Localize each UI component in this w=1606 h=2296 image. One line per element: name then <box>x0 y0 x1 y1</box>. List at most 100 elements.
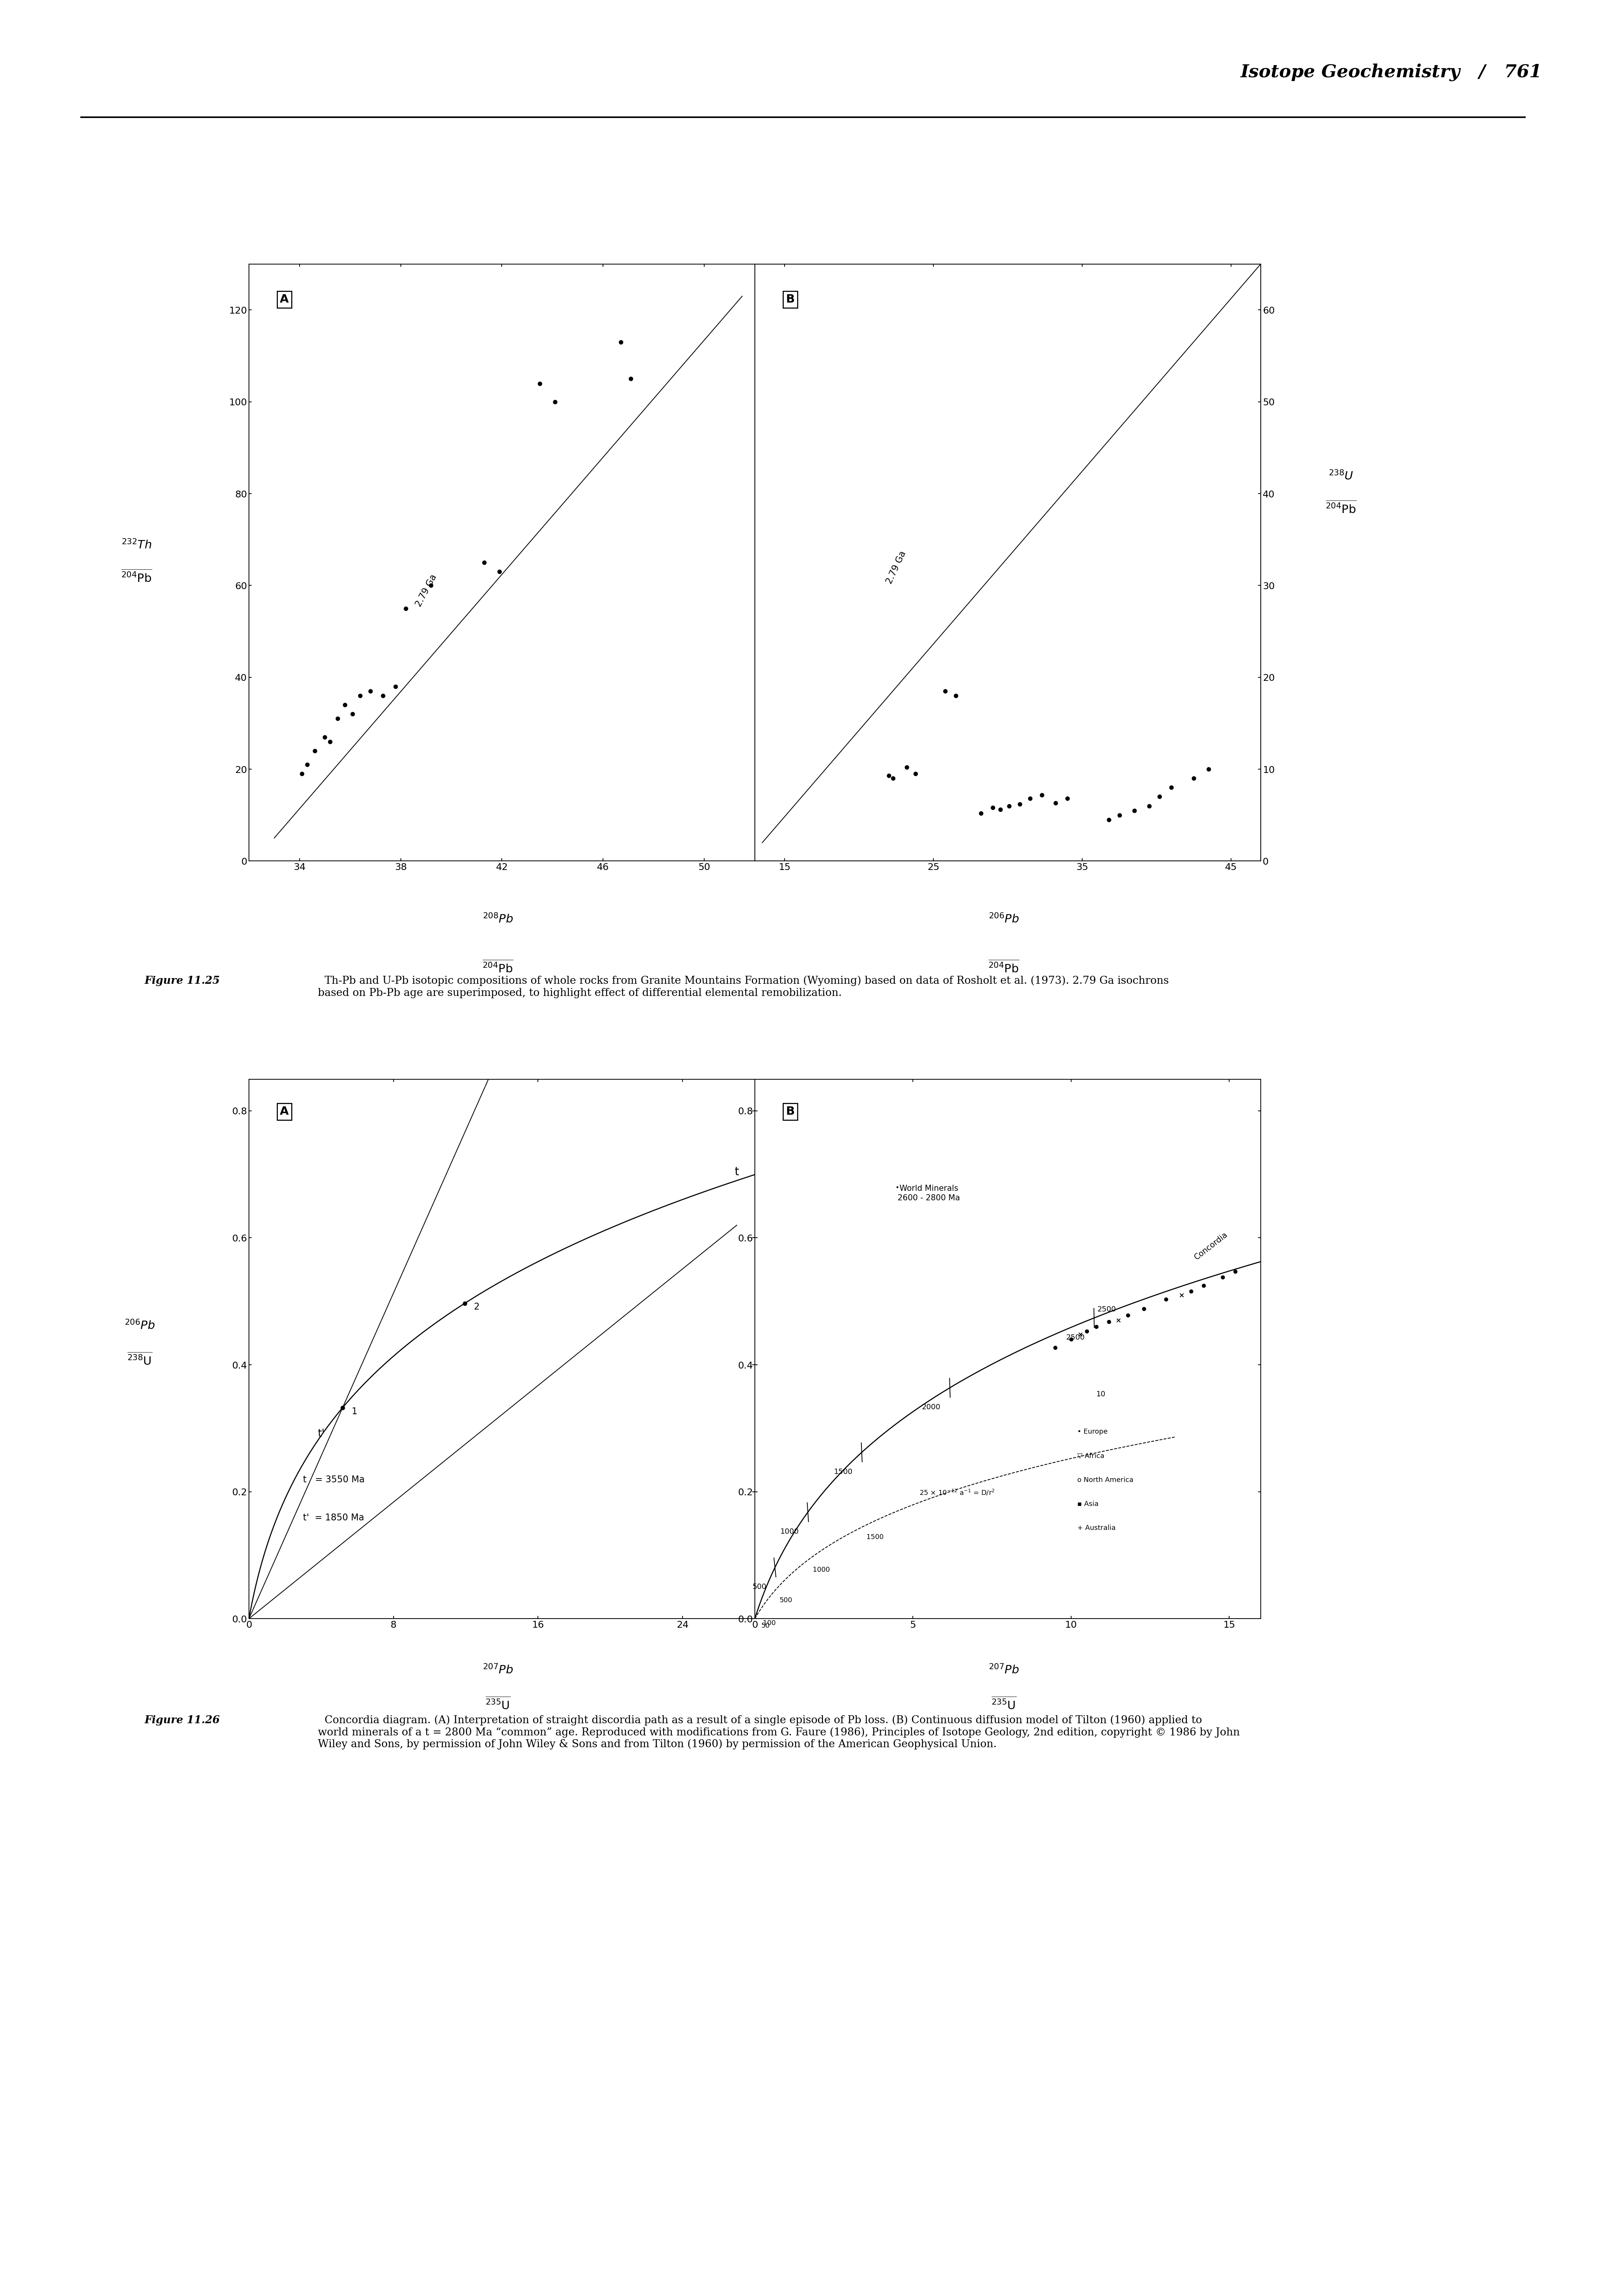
Text: t   = 3550 Ma: t = 3550 Ma <box>304 1474 365 1483</box>
Point <box>1192 1267 1217 1304</box>
Text: A: A <box>279 1107 289 1118</box>
Point <box>1042 1329 1068 1366</box>
Text: 2500: 2500 <box>1066 1334 1084 1341</box>
Text: 1500: 1500 <box>866 1534 883 1541</box>
Point <box>393 590 419 627</box>
Text: $\overline{^{238}\mathrm{U}}$: $\overline{^{238}\mathrm{U}}$ <box>127 1352 153 1368</box>
Text: A: A <box>279 294 289 305</box>
Text: ▪ Asia: ▪ Asia <box>1078 1502 1099 1508</box>
Point <box>1058 1320 1084 1357</box>
Text: Figure 11.26: Figure 11.26 <box>145 1715 220 1724</box>
Point <box>1017 781 1042 817</box>
Text: Figure 11.25: Figure 11.25 <box>145 976 220 985</box>
Text: o North America: o North America <box>1078 1476 1134 1483</box>
Text: 2.79 Ga: 2.79 Ga <box>885 549 907 585</box>
Point <box>1107 797 1132 833</box>
Text: 2.79 Ga: 2.79 Ga <box>414 574 438 608</box>
Point <box>1137 788 1163 824</box>
Point <box>1147 778 1172 815</box>
Text: 2000: 2000 <box>922 1403 941 1410</box>
Text: Concordia diagram. (A) Interpretation of straight discordia path as a result of : Concordia diagram. (A) Interpretation of… <box>318 1715 1240 1750</box>
Text: 25 $\times$ 10$^{-12}$ a$^{-1}$ = D/r$^{2}$: 25 $\times$ 10$^{-12}$ a$^{-1}$ = D/r$^{… <box>919 1488 994 1497</box>
Text: $\overline{^{235}\mathrm{U}}$: $\overline{^{235}\mathrm{U}}$ <box>485 1697 511 1713</box>
Point <box>316 723 342 760</box>
Text: $^{238}$U: $^{238}$U <box>1328 471 1354 482</box>
Point <box>289 755 315 792</box>
Point <box>527 365 552 402</box>
Text: ▽ Africa: ▽ Africa <box>1078 1453 1105 1460</box>
Point <box>1068 1316 1094 1352</box>
Point <box>451 1286 477 1322</box>
Point <box>1169 1277 1195 1313</box>
Text: t': t' <box>318 1428 324 1440</box>
Text: 500: 500 <box>752 1584 766 1591</box>
Point <box>1209 1258 1235 1295</box>
Point <box>1105 1302 1131 1339</box>
Text: 1000: 1000 <box>781 1529 800 1536</box>
Text: 50: 50 <box>761 1623 769 1630</box>
Point <box>332 687 358 723</box>
Point <box>1029 776 1055 813</box>
Point <box>1121 792 1147 829</box>
Text: $\overline{^{204}\mathrm{Pb}}$: $\overline{^{204}\mathrm{Pb}}$ <box>482 960 514 976</box>
Text: $^{207}$Pb: $^{207}$Pb <box>988 1665 1020 1676</box>
Point <box>1055 781 1081 817</box>
Point <box>968 794 994 831</box>
Point <box>1222 1254 1248 1290</box>
Text: 1: 1 <box>352 1407 357 1417</box>
Text: $\overline{^{235}\mathrm{U}}$: $\overline{^{235}\mathrm{U}}$ <box>991 1697 1017 1713</box>
Text: B: B <box>785 294 795 305</box>
Text: Concordia: Concordia <box>1193 1231 1229 1261</box>
Text: World Minerals
2600 - 2800 Ma: World Minerals 2600 - 2800 Ma <box>898 1185 960 1201</box>
Point <box>471 544 496 581</box>
Point <box>487 553 512 590</box>
Point <box>1095 801 1121 838</box>
Point <box>903 755 928 792</box>
Point <box>382 668 408 705</box>
Point <box>814 1134 840 1171</box>
Text: • Europe: • Europe <box>1078 1428 1108 1435</box>
Text: $^{206}$Pb: $^{206}$Pb <box>988 914 1020 925</box>
Point <box>329 1389 355 1426</box>
Point <box>1095 1304 1121 1341</box>
Text: $^{206}$Pb: $^{206}$Pb <box>124 1320 156 1332</box>
Text: $\overline{^{204}\mathrm{Pb}}$: $\overline{^{204}\mathrm{Pb}}$ <box>120 569 153 585</box>
Point <box>340 696 366 732</box>
Point <box>1042 785 1068 822</box>
Point <box>893 748 919 785</box>
Point <box>988 792 1013 829</box>
Point <box>543 383 569 420</box>
Point <box>1084 1309 1110 1345</box>
Point <box>1007 785 1033 822</box>
Point <box>418 567 443 604</box>
Point <box>1131 1290 1156 1327</box>
Point <box>369 677 395 714</box>
Point <box>875 758 901 794</box>
Point <box>980 790 1005 827</box>
Point <box>324 700 350 737</box>
Point <box>312 719 337 755</box>
Text: 1000: 1000 <box>813 1566 830 1573</box>
Text: 1500: 1500 <box>834 1467 853 1476</box>
Text: t: t <box>734 1166 739 1178</box>
Text: Isotope Geochemistry   /   761: Isotope Geochemistry / 761 <box>1240 64 1542 80</box>
Point <box>1179 1272 1204 1309</box>
Text: $^{232}$Th: $^{232}$Th <box>122 540 151 551</box>
Point <box>996 788 1021 824</box>
Point <box>1158 769 1184 806</box>
Text: 2: 2 <box>474 1302 480 1311</box>
Text: $^{207}$Pb: $^{207}$Pb <box>482 1665 514 1676</box>
Point <box>943 677 968 714</box>
Point <box>618 360 644 397</box>
Text: B: B <box>785 1107 795 1118</box>
Point <box>933 673 959 709</box>
Text: $\overline{^{204}\mathrm{Pb}}$: $\overline{^{204}\mathrm{Pb}}$ <box>1325 501 1357 517</box>
Point <box>1153 1281 1179 1318</box>
Text: 3: 3 <box>837 1153 842 1162</box>
Point <box>1074 1313 1100 1350</box>
Text: 500: 500 <box>779 1598 792 1605</box>
Point <box>609 324 634 360</box>
Point <box>880 760 906 797</box>
Point <box>358 673 384 709</box>
Point <box>1115 1297 1140 1334</box>
